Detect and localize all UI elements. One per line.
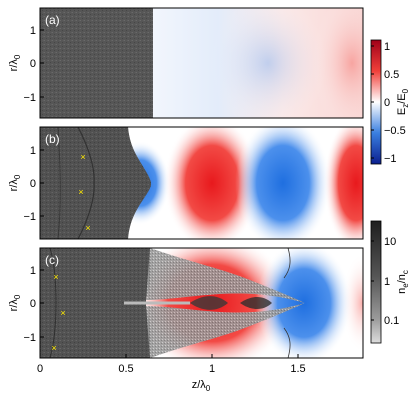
electron-sheet-lower [146,303,305,358]
colorbar-field-tick: 0.5 [384,69,399,81]
panel-b-ytick: −1 [23,211,36,223]
colorbar-density-label: ne/nc [396,270,410,294]
colorbar-field-tick: −0.5 [384,125,406,137]
panel-c-ylabel: r/λ0 [8,294,22,311]
colorbar-density: 10 1 0.1 ne/nc [370,220,410,344]
cross-marker-icon: × [85,223,90,233]
cross-marker-icon: × [60,308,65,318]
cross-marker-icon: × [53,272,58,282]
panel-b-label: (b) [45,132,60,146]
panel-a-ytick: 0 [30,58,36,70]
colorbar-field-label: Ez/E0 [396,88,410,115]
panel-c-ytick: 1 [30,265,36,277]
cross-marker-icon: × [80,152,85,162]
panel-b-markers: × × × [78,152,90,233]
panel-c-ytick: 0 [30,298,36,310]
panel-c-xlabel: z/λ0 [192,379,211,393]
panel-a-ylabel: r/λ0 [8,54,22,71]
panel-c-xticks: 0 0.5 1 1.5 [37,354,306,375]
panel-c: (c) × × × 1 0 −1 r/λ0 0 0.5 1 1.5 z/λ0 [8,247,364,393]
panel-c-ytick: −1 [23,332,36,344]
colorbar-density-tick: 10 [384,236,396,248]
colorbar-density-tick: 0.1 [384,315,399,327]
panel-c-xtick: 0 [37,363,43,375]
panel-b-image [40,127,363,239]
panel-c-markers: × × × [51,272,65,353]
panel-a: (a) 1 0 −1 r/λ0 [8,7,364,119]
panel-a-ytick: −1 [23,92,36,104]
colorbar-field-tick: −1 [384,153,397,165]
cross-marker-icon: × [78,187,83,197]
panel-b-ytick: 0 [30,178,36,190]
panel-c-yticks: 1 0 −1 [23,265,44,344]
panel-b-yticks: 1 0 −1 [23,145,44,223]
panel-c-label: (c) [45,253,59,267]
cross-marker-icon: × [51,343,56,353]
electron-sheet-upper [146,248,305,303]
colorbar-field-tick: 1 [384,41,390,53]
panel-a-label: (a) [45,13,60,27]
panel-a-image [40,8,363,118]
colorbar-field-tick: 0 [384,97,390,109]
panel-c-xtick: 0.5 [118,363,133,375]
colorbar-field: 1 0.5 0 −0.5 −1 Ez/E0 [370,39,410,165]
panel-c-xtick: 1.5 [290,363,305,375]
colorbar-density-tick: 1 [384,276,390,288]
panel-b: (b) × × × 1 0 −1 r/λ0 [8,126,364,240]
panel-b-ytick: 1 [30,145,36,157]
plasma-region [40,248,151,358]
plasma-region [40,127,151,239]
panel-c-xtick: 1 [209,363,215,375]
panel-c-image [40,248,363,358]
panel-a-yticks: 1 0 −1 [23,25,44,104]
panel-b-ylabel: r/λ0 [8,174,22,191]
panel-a-ytick: 1 [30,25,36,37]
colorbar-density-bar [370,220,382,344]
plasma-region [40,8,153,118]
